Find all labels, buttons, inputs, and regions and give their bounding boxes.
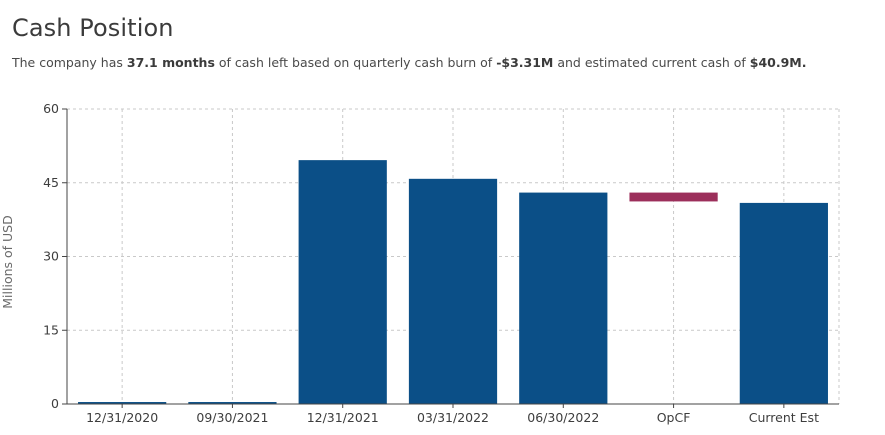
- summary-text: and estimated current cash of: [553, 55, 750, 70]
- y-tick-label: 60: [43, 101, 59, 116]
- bars: [78, 160, 828, 404]
- x-tick-label: 03/31/2022: [417, 410, 489, 425]
- bar-current-est: [739, 202, 828, 404]
- cash-summary: The company has 37.1 months of cash left…: [12, 55, 807, 70]
- page-title: Cash Position: [12, 14, 174, 42]
- y-tick-label: 45: [43, 175, 59, 190]
- summary-text: of cash left based on quarterly cash bur…: [214, 55, 497, 70]
- current-cash: $40.9M.: [749, 55, 807, 70]
- axes: 0 15 30 45 60 12/31/2020 09/30/2021 12/31/2021 0…: [43, 101, 839, 425]
- x-tick-label: 06/30/2022: [527, 410, 599, 425]
- y-axis-title: Millions of USD: [0, 215, 15, 308]
- x-tick-label: 09/30/2021: [196, 410, 268, 425]
- summary-text: The company has: [12, 55, 127, 70]
- bar-12-31-2021: [298, 160, 387, 404]
- bar-03-31-2022: [408, 178, 498, 404]
- x-tick-label: Current Est: [749, 410, 819, 425]
- bar-06-30-2022: [519, 192, 608, 404]
- x-tick-label: 12/31/2020: [86, 410, 158, 425]
- y-tick-label: 0: [51, 396, 59, 411]
- bar-opcf: [629, 192, 718, 202]
- y-tick-label: 30: [43, 249, 59, 264]
- x-tick-label: 12/31/2021: [307, 410, 379, 425]
- x-tick-label: OpCF: [657, 410, 691, 425]
- months-of-cash: 37.1 months: [126, 55, 215, 70]
- quarterly-burn: -$3.31M: [496, 55, 554, 70]
- bar-09-30-2021: [188, 402, 277, 404]
- y-tick-label: 15: [43, 322, 59, 337]
- bar-12-31-2020: [78, 402, 167, 404]
